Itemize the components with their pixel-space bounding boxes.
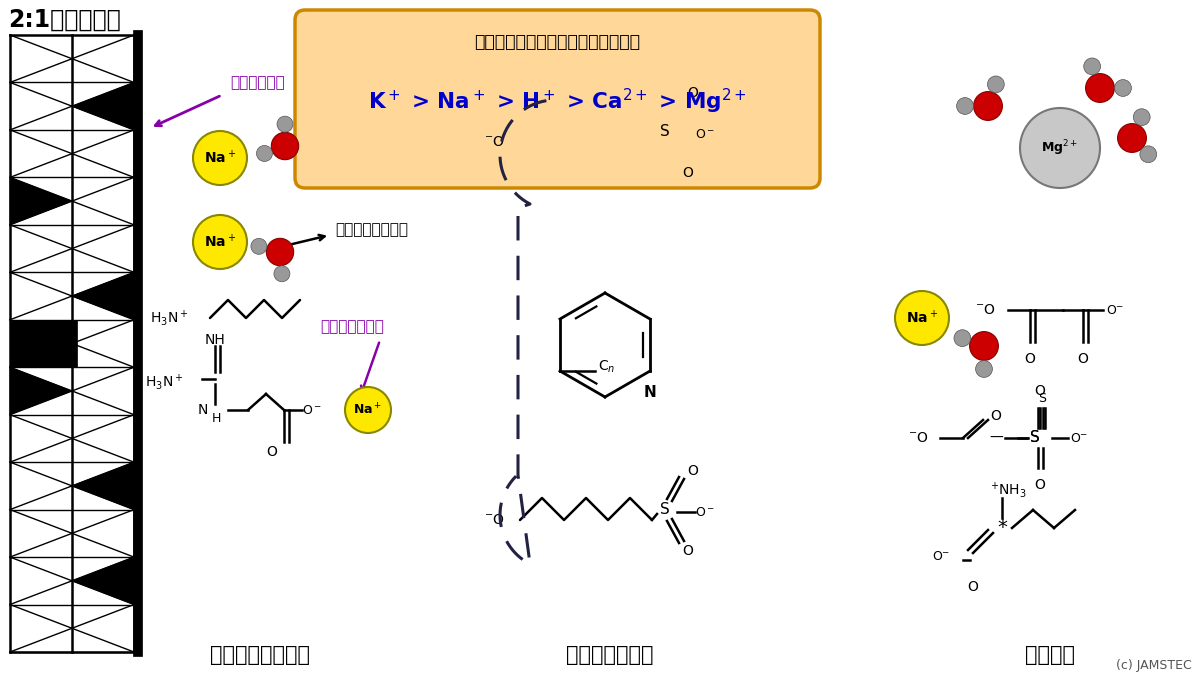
Text: 水和した陽イオン: 水和した陽イオン xyxy=(335,222,408,237)
Polygon shape xyxy=(72,82,134,130)
Text: $^{-}$O: $^{-}$O xyxy=(976,303,996,317)
Text: O$^{-}$: O$^{-}$ xyxy=(1106,303,1124,316)
Circle shape xyxy=(895,291,949,345)
Text: (c) JAMSTEC: (c) JAMSTEC xyxy=(1116,659,1192,672)
Text: NH: NH xyxy=(205,333,226,347)
Text: Na$^+$: Na$^+$ xyxy=(906,309,938,326)
Text: 静電的相互作用: 静電的相互作用 xyxy=(320,320,384,335)
Text: O: O xyxy=(1034,478,1045,492)
Text: 鉱物表面との接触: 鉱物表面との接触 xyxy=(210,645,310,665)
Text: N: N xyxy=(198,403,209,417)
Circle shape xyxy=(1115,80,1132,97)
Polygon shape xyxy=(72,272,134,320)
Circle shape xyxy=(257,146,272,161)
Text: S: S xyxy=(1030,430,1040,445)
Text: C$_n$: C$_n$ xyxy=(598,359,616,375)
Text: 溶存状態: 溶存状態 xyxy=(1025,645,1075,665)
Text: Na$^+$: Na$^+$ xyxy=(354,403,383,418)
Text: $^{+}$NH$_3$: $^{+}$NH$_3$ xyxy=(990,480,1026,500)
Circle shape xyxy=(271,133,299,160)
Circle shape xyxy=(954,330,971,347)
Text: O: O xyxy=(1078,352,1088,366)
Text: H$_3$N$^+$: H$_3$N$^+$ xyxy=(145,372,184,392)
Text: Na$^+$: Na$^+$ xyxy=(204,150,236,167)
Text: O$^{-}$: O$^{-}$ xyxy=(1070,432,1088,445)
Text: O: O xyxy=(266,445,277,459)
Circle shape xyxy=(956,98,973,114)
Text: $^{-}$O: $^{-}$O xyxy=(484,513,505,527)
Text: 疏水性相互作用: 疏水性相互作用 xyxy=(566,645,654,665)
Text: O: O xyxy=(967,580,978,594)
Circle shape xyxy=(1133,109,1150,126)
Text: O$^-$: O$^-$ xyxy=(695,505,715,518)
Circle shape xyxy=(193,215,247,269)
Text: 有機質の溶存物質を析出させる効果: 有機質の溶存物質を析出させる効果 xyxy=(474,33,640,51)
Text: 2:1型層状鉱物: 2:1型層状鉱物 xyxy=(8,8,121,32)
Text: O: O xyxy=(686,464,698,478)
Text: $^{-}$O: $^{-}$O xyxy=(484,135,505,149)
Text: O$^-$: O$^-$ xyxy=(302,403,322,416)
Circle shape xyxy=(251,239,266,254)
Polygon shape xyxy=(10,367,72,415)
Polygon shape xyxy=(10,320,77,367)
Text: H: H xyxy=(212,411,221,424)
Text: O: O xyxy=(990,409,1001,423)
Circle shape xyxy=(1140,146,1157,163)
Text: O$^{-}$: O$^{-}$ xyxy=(931,549,950,562)
Text: O: O xyxy=(1034,384,1045,398)
Text: —: — xyxy=(989,431,1003,445)
Circle shape xyxy=(973,92,1002,120)
Text: Mg$^{2+}$: Mg$^{2+}$ xyxy=(1042,138,1079,158)
Text: H$_3$N$^+$: H$_3$N$^+$ xyxy=(150,308,188,328)
Polygon shape xyxy=(72,462,134,509)
Circle shape xyxy=(193,131,247,185)
Text: O: O xyxy=(686,86,698,100)
Circle shape xyxy=(970,332,998,360)
FancyBboxPatch shape xyxy=(295,10,820,188)
Circle shape xyxy=(1117,124,1146,152)
Text: S: S xyxy=(660,124,670,139)
Circle shape xyxy=(1084,58,1100,75)
Polygon shape xyxy=(72,557,134,605)
Text: O$^-$: O$^-$ xyxy=(695,128,715,141)
Text: K$^+$ > Na$^+$ > H$^+$ > Ca$^{2+}$ > Mg$^{2+}$: K$^+$ > Na$^+$ > H$^+$ > Ca$^{2+}$ > Mg$… xyxy=(367,87,746,116)
Circle shape xyxy=(277,116,293,132)
Circle shape xyxy=(274,266,290,282)
Text: S: S xyxy=(1030,430,1040,445)
Circle shape xyxy=(988,76,1004,92)
Text: N: N xyxy=(643,385,656,400)
Circle shape xyxy=(1086,73,1115,103)
Text: O: O xyxy=(682,166,692,180)
Circle shape xyxy=(346,387,391,433)
Circle shape xyxy=(266,238,294,266)
Text: 負の表面電荷: 負の表面電荷 xyxy=(230,75,284,90)
Text: Na$^+$: Na$^+$ xyxy=(204,233,236,251)
Circle shape xyxy=(1020,108,1100,188)
Circle shape xyxy=(976,360,992,377)
Text: *: * xyxy=(997,518,1007,537)
Text: O: O xyxy=(682,544,692,558)
Text: O: O xyxy=(1025,352,1036,366)
Text: S: S xyxy=(660,502,670,517)
Polygon shape xyxy=(10,177,72,225)
Text: $^{-}$O: $^{-}$O xyxy=(908,431,929,445)
Text: S: S xyxy=(1038,392,1046,405)
